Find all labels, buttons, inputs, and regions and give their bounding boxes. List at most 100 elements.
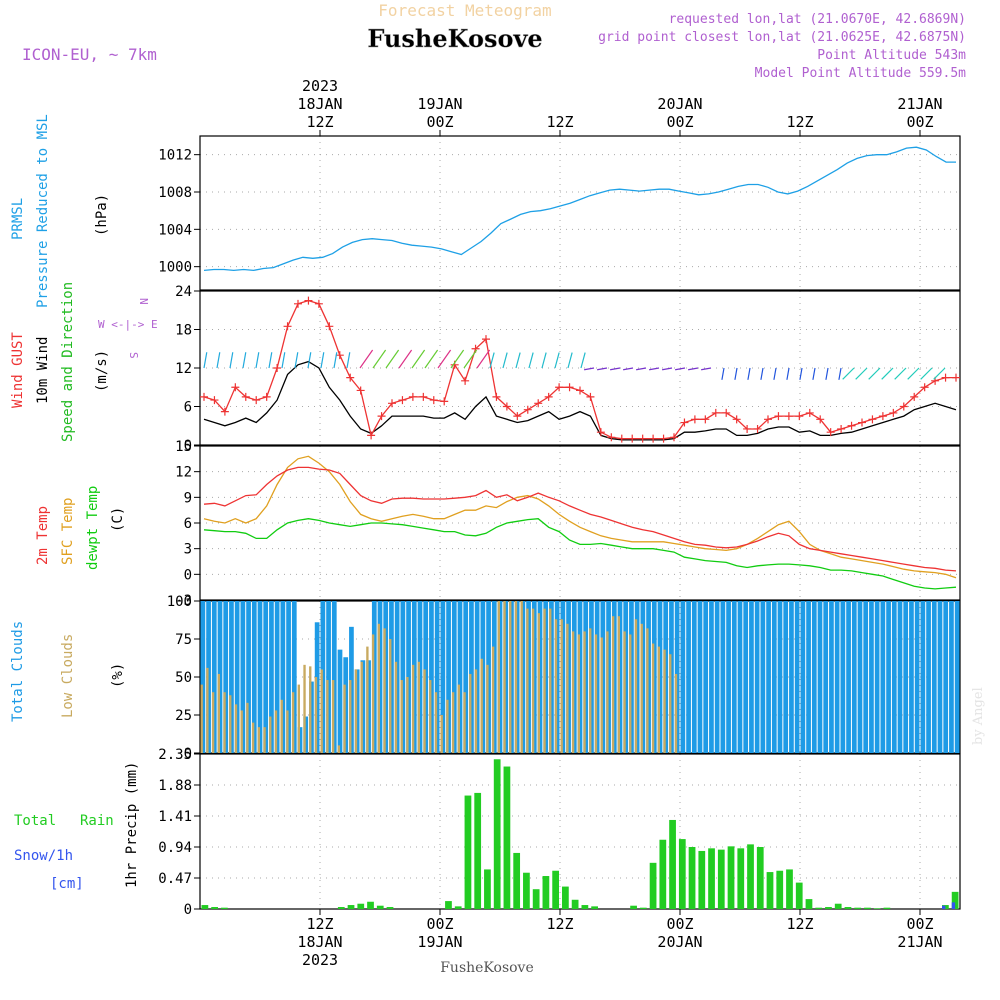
total-cloud-bar (771, 601, 777, 753)
wind-direction-arrow (907, 367, 920, 380)
top-hour-label: 12Z (786, 113, 813, 131)
rain-bar (484, 869, 491, 909)
low-cloud-bar (320, 669, 323, 753)
wind-gust-marker (858, 418, 866, 427)
low-cloud-bar (263, 727, 266, 753)
pressure-label-prmsl: PRMSL (10, 198, 26, 240)
total-cloud-bar (326, 601, 331, 753)
pressure-line (203, 146, 956, 272)
bottom-hour-label: 12Z (786, 915, 813, 933)
rain-bar (211, 907, 218, 909)
total-cloud-bar (869, 601, 874, 753)
wind-direction-arrow (701, 367, 712, 371)
total-cloud-bar (903, 601, 909, 753)
wind-gust-marker (492, 392, 501, 401)
wind-gust-marker (273, 364, 282, 372)
wind-gust-marker (722, 408, 731, 417)
low-cloud-bar (223, 692, 226, 753)
low-cloud-bar (600, 637, 603, 753)
low-cloud-bar (629, 634, 632, 753)
low-cloud-bar (406, 677, 409, 753)
wind-frame (199, 290, 961, 446)
wind-gust-marker (795, 412, 804, 421)
wind-gust-marker (231, 383, 240, 392)
wind-gust-marker (523, 405, 532, 414)
rain-bar (649, 862, 657, 909)
total-cloud-bar (726, 601, 731, 753)
temp-2m-label: 2m Temp (35, 506, 51, 565)
wind-gust-marker (638, 434, 647, 443)
total-cloud-bar (240, 601, 246, 753)
snow-bar (942, 905, 946, 909)
wind-direction-arrow (584, 367, 595, 371)
total-cloud-bar (400, 601, 406, 753)
wind-gust-marker (711, 408, 720, 417)
wind-direction-arrow (881, 367, 894, 380)
wind-direction-arrow (437, 349, 452, 369)
total-cloud-bar (920, 601, 926, 753)
compass-west-east: W <-|-> E (98, 318, 158, 331)
total-cloud-bar (446, 601, 451, 753)
wind-direction-arrow (333, 352, 338, 369)
temp-unit: (C) (110, 507, 126, 532)
low-cloud-bar (354, 669, 358, 753)
wind-gust-marker (210, 396, 219, 405)
total-cloud-bar (337, 649, 343, 753)
total-cloud-bar (789, 601, 794, 753)
low-cloud-bar (617, 616, 620, 753)
wind-unit: (m/s) (94, 350, 110, 392)
bottom-day-label: 20JAN (657, 933, 702, 951)
total-cloud-bar (954, 601, 960, 753)
wind-panel: 0 6 12 18 24 (175, 284, 961, 454)
temperature-panel: 0 3 6 9 12 15 -3 (175, 439, 961, 609)
total-cloud-bar (223, 601, 229, 753)
requested-coords: requested lon,lat (21.0670E, 42.6869N) (669, 12, 966, 27)
rain-bar (688, 847, 696, 909)
bottom-day-label: 18JAN (297, 933, 342, 951)
wind-gust-marker (200, 392, 208, 401)
total-cloud-bar (234, 601, 240, 753)
meteogram-title: Forecast Meteogram (378, 1, 551, 20)
low-cloud-bar (211, 692, 215, 753)
total-cloud-bar (463, 601, 469, 753)
wind-gust-marker (314, 299, 323, 308)
total-cloud-bar (846, 601, 851, 753)
total-cloud-bar (211, 601, 217, 753)
rain-bar (464, 795, 472, 909)
wind-direction-arrow (424, 349, 439, 369)
model-altitude: Model Point Altitude 559.5m (755, 66, 966, 81)
low-cloud-bar (434, 692, 438, 753)
wind-direction-arrow (734, 367, 738, 380)
wind-direction-arrow (799, 367, 803, 380)
wind-gust-marker (816, 415, 825, 424)
top-day-label: 18JAN (297, 95, 342, 113)
wind-direction-arrow (825, 367, 829, 380)
compass-south: S (127, 352, 140, 359)
low-cloud-bar (503, 601, 506, 753)
rain-bar (357, 903, 365, 909)
wind-gust-marker (513, 412, 522, 421)
wind-gust-marker (659, 434, 668, 443)
total-cloud-bar (720, 601, 726, 753)
rain-bar (474, 792, 482, 909)
bottom-day-label: 21JAN (897, 933, 942, 951)
total-cloud-bar (817, 601, 823, 753)
total-cloud-bar (880, 601, 886, 753)
low-cloud-bar (400, 680, 403, 753)
wind-gust-label: Wind GUST (10, 332, 26, 408)
low-cloud-bar (463, 692, 466, 753)
snow-bar (951, 902, 956, 909)
wind-direction-arrow (636, 367, 647, 371)
top-day-label: 20JAN (657, 95, 702, 113)
rain-bar (542, 876, 550, 909)
temp-ytick-label-min: -3 (175, 593, 192, 609)
top-hour-label: 00Z (426, 113, 453, 131)
rain-bar (581, 905, 589, 909)
rain-bar (786, 869, 793, 909)
low-cloud-bar (634, 619, 638, 753)
wind-direction-arrow (450, 349, 465, 369)
total-cloud-bar (926, 601, 931, 753)
wind-direction-arrow (688, 367, 699, 371)
wind-gust-marker (586, 392, 595, 401)
